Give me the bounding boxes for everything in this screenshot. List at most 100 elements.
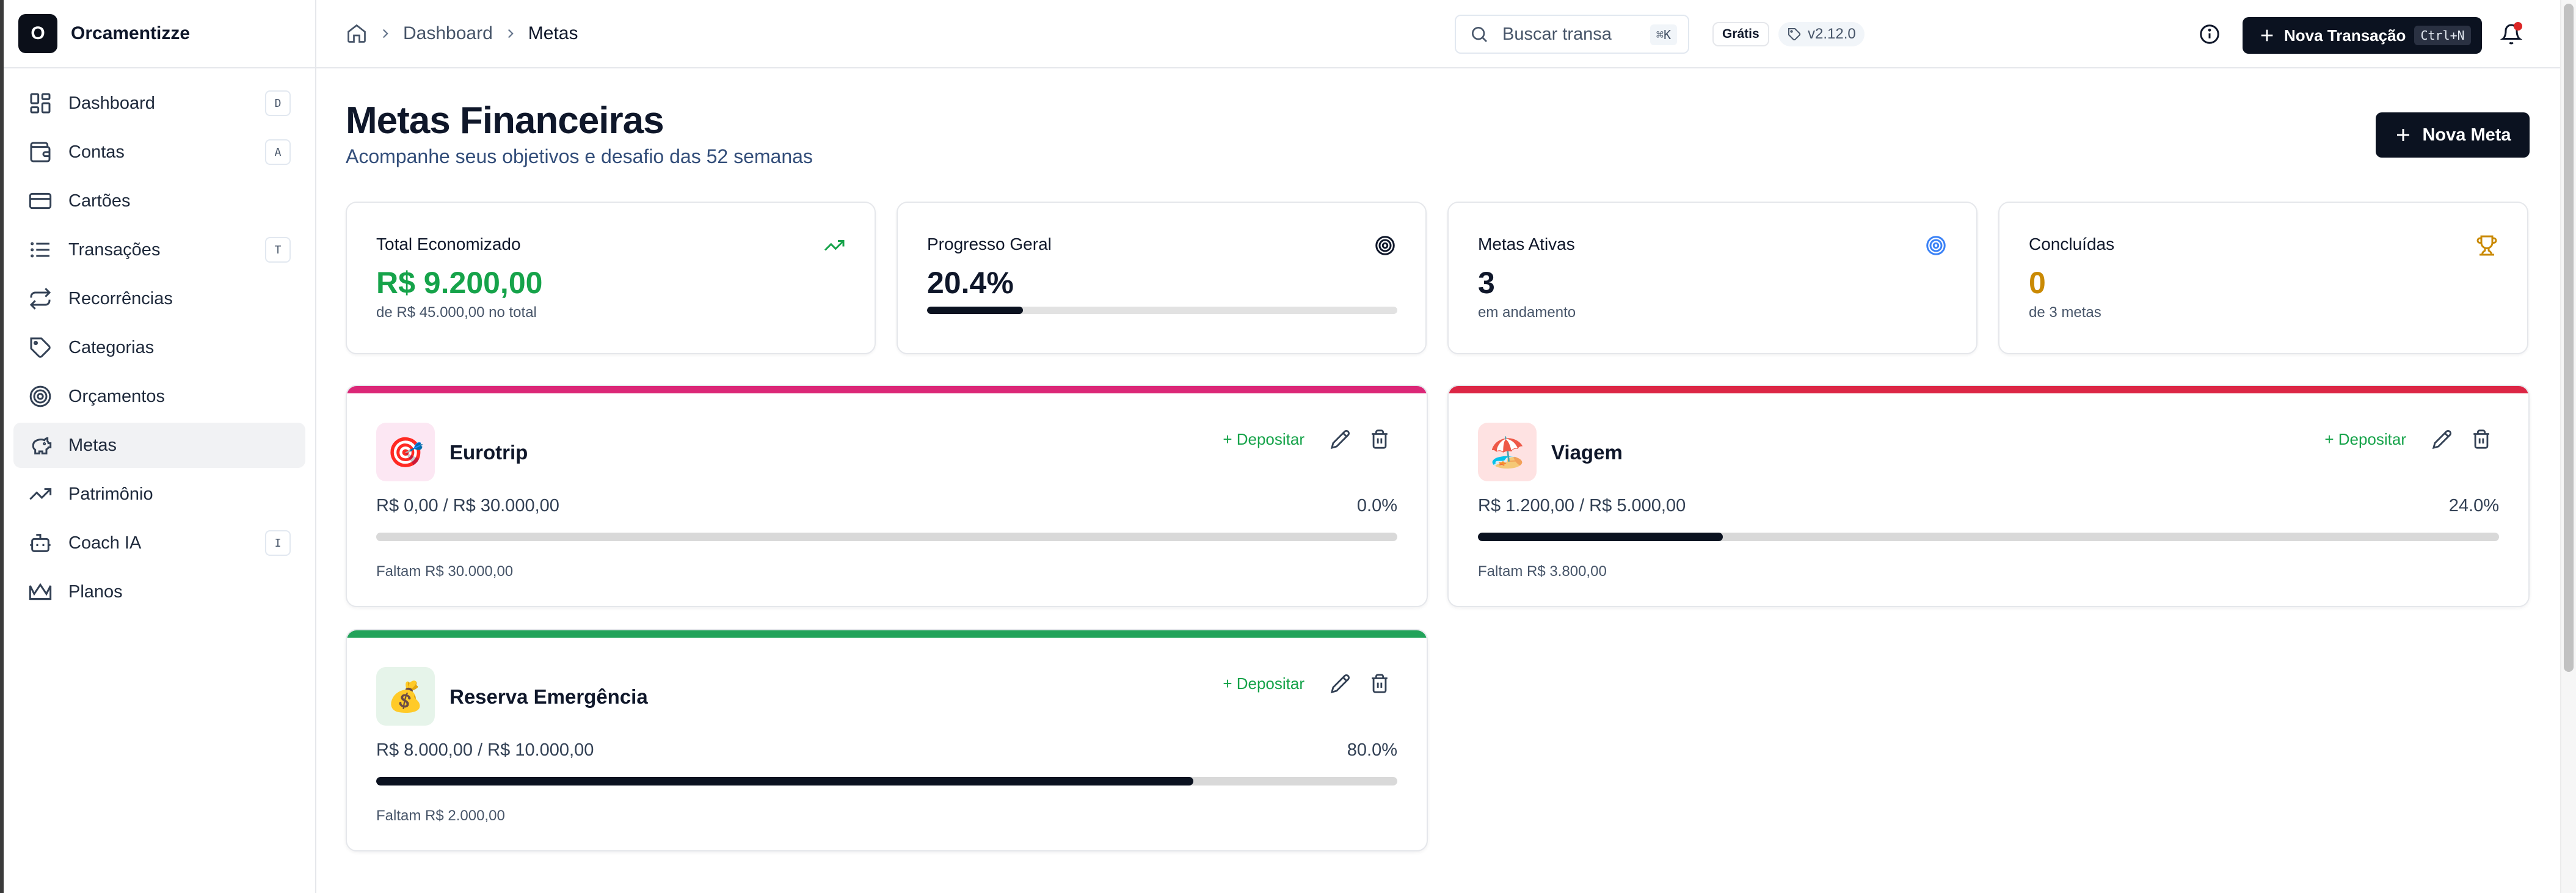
sidebar-item-label: Patrimônio [68, 484, 153, 504]
goal-accent-bar [347, 386, 1427, 393]
trending-up-icon [824, 240, 845, 251]
shortcut-badge: T [265, 237, 291, 263]
overall-progress-fill [927, 307, 1024, 314]
plan-badge[interactable]: Grátis [1712, 22, 1769, 46]
sidebar-item-label: Categorias [68, 337, 155, 357]
chevron-right-icon [508, 29, 514, 38]
overall-progress-bar [927, 307, 1397, 314]
goal-progress-bar [376, 777, 1397, 785]
shortcut-badge: D [265, 90, 291, 116]
sidebar-item-categorias[interactable]: Categorias [13, 325, 305, 370]
goal-remaining: Faltam R$ 2.000,00 [376, 807, 505, 824]
sidebar-item-planos[interactable]: Planos [13, 569, 305, 614]
sidebar-item-coach-ia[interactable]: Coach IA I [13, 520, 305, 566]
stat-value: R$ 9.200,00 [376, 266, 543, 300]
trash-icon[interactable] [1369, 673, 1390, 694]
shortcut-badge: I [265, 530, 291, 556]
breadcrumb: Dashboard Metas [316, 23, 578, 45]
goal-emoji-icon: 💰 [376, 667, 435, 726]
breadcrumb-dashboard-link[interactable]: Dashboard [403, 23, 493, 43]
goal-progress-fill [1478, 533, 1723, 541]
piggy-bank-icon [32, 437, 52, 454]
target-blue-icon [1926, 236, 1946, 255]
sidebar-item-label: Recorrências [68, 288, 173, 308]
home-icon[interactable] [346, 23, 368, 45]
sidebar-item-dashboard[interactable]: Dashboard D [13, 81, 305, 126]
version-badge: v2.12.0 [1778, 22, 1865, 46]
goal-name: Viagem [1551, 441, 1623, 464]
goal-accent-bar [1449, 386, 2528, 393]
edit-icon[interactable] [2432, 429, 2453, 450]
sidebar-item-label: Cartões [68, 191, 131, 211]
wallet-icon [30, 142, 51, 162]
deposit-button[interactable]: + Depositar [2324, 430, 2406, 448]
edit-icon[interactable] [1330, 429, 1351, 450]
stat-card-overall-progress: Progresso Geral 20.4% [897, 202, 1427, 354]
brand[interactable]: O Orcamentizze [4, 0, 315, 68]
scrollbar-thumb[interactable] [2564, 4, 2574, 672]
bot-icon [30, 534, 51, 552]
app-name: Orcamentizze [71, 23, 191, 43]
sidebar-item-transacoes[interactable]: Transações T [13, 227, 305, 272]
goal-remaining: Faltam R$ 30.000,00 [376, 563, 514, 580]
sidebar-item-label: Orçamentos [68, 386, 165, 406]
goal-amount: R$ 0,00 / R$ 30.000,00 [376, 496, 559, 516]
info-icon[interactable] [2199, 23, 2221, 45]
version-text: v2.12.0 [1808, 26, 1856, 42]
chevron-right-icon [382, 29, 388, 38]
goal-name: Reserva Emergência [449, 685, 648, 708]
edit-icon[interactable] [1330, 673, 1351, 694]
deposit-button[interactable]: + Depositar [1223, 674, 1304, 693]
sidebar-item-contas[interactable]: Contas A [13, 129, 305, 175]
goal-amount: R$ 1.200,00 / R$ 5.000,00 [1478, 496, 1686, 516]
goal-emoji-icon: 🎯 [376, 423, 435, 481]
sidebar-item-orcamentos[interactable]: Orçamentos [13, 374, 305, 419]
goal-progress-bar [376, 533, 1397, 541]
sidebar-item-patrimonio[interactable]: Patrimônio [13, 472, 305, 517]
new-goal-button[interactable]: Nova Meta [2376, 112, 2530, 158]
app-logo: O [18, 14, 57, 53]
target-icon [29, 385, 51, 407]
goal-accent-bar [347, 630, 1427, 638]
goal-progress-bar [1478, 533, 2499, 541]
goal-card-reserva-emergencia: 💰 Reserva Emergência + Depositar R$ 8.00… [346, 629, 1428, 851]
page-subtitle: Acompanhe seus objetivos e desafio das 5… [346, 145, 813, 167]
trash-icon[interactable] [2471, 429, 2492, 450]
deposit-button[interactable]: + Depositar [1223, 430, 1304, 448]
new-transaction-label: Nova Transação [2284, 26, 2406, 45]
crown-icon [29, 583, 52, 600]
sidebar-item-label: Transações [68, 239, 161, 260]
top-header: Dashboard Metas [316, 0, 2576, 68]
search-shortcut: ⌘K [1650, 24, 1677, 45]
sidebar-nav: Dashboard D Contas A Cartões Transações … [4, 68, 315, 630]
stat-sub: de 3 metas [2029, 304, 2101, 321]
new-transaction-button[interactable]: Nova Transação Ctrl+N [2243, 17, 2482, 54]
bell-icon[interactable] [2500, 23, 2522, 45]
sidebar-item-metas[interactable]: Metas [13, 423, 305, 468]
trophy-icon [2476, 235, 2497, 256]
tags-icon [30, 337, 51, 358]
sidebar-item-label: Coach IA [68, 533, 142, 553]
stat-title: Metas Ativas [1478, 235, 1575, 253]
stat-card-completed: Concluídas 0 de 3 metas [1998, 202, 2528, 354]
target-icon [1375, 236, 1395, 255]
scrollbar[interactable] [2560, 0, 2576, 893]
new-goal-label: Nova Meta [2422, 125, 2511, 145]
goal-percent: 24.0% [2448, 496, 2499, 516]
stat-value: 0 [2029, 266, 2046, 300]
goal-card-viagem: 🏖️ Viagem + Depositar R$ 1.200,00 / R$ 5… [1447, 385, 2530, 607]
sidebar-item-label: Planos [68, 581, 123, 602]
goal-remaining: Faltam R$ 3.800,00 [1478, 563, 1607, 580]
stat-value: 3 [1478, 266, 1495, 300]
stat-card-active-goals: Metas Ativas 3 em andamento [1447, 202, 1977, 354]
search-icon [1472, 27, 1487, 42]
goal-percent: 0.0% [1356, 496, 1397, 516]
stat-sub: em andamento [1478, 304, 1576, 321]
sidebar-item-cartoes[interactable]: Cartões [13, 178, 305, 224]
sidebar-item-recorrencias[interactable]: Recorrências [13, 276, 305, 321]
search-input[interactable] [1502, 24, 1612, 45]
trash-icon[interactable] [1369, 429, 1390, 450]
credit-card-icon [29, 192, 52, 210]
search-box[interactable]: ⌘K [1455, 15, 1689, 54]
stat-title: Total Economizado [376, 235, 521, 253]
